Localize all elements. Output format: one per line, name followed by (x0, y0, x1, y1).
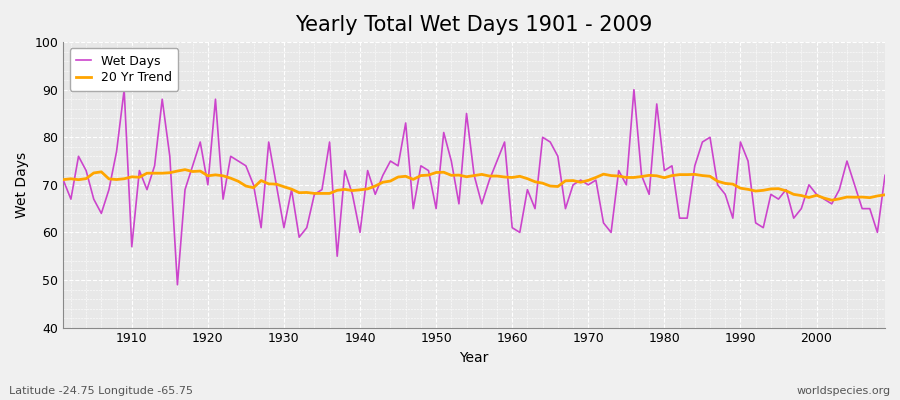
20 Yr Trend (119, 176, 130, 181)
Wet Days (119, 87, 130, 92)
20 Yr Trend (879, 192, 890, 197)
Wet Days (172, 282, 183, 287)
20 Yr Trend (507, 175, 517, 180)
Text: Latitude -24.75 Longitude -65.75: Latitude -24.75 Longitude -65.75 (9, 386, 193, 396)
20 Yr Trend (180, 167, 191, 172)
Text: worldspecies.org: worldspecies.org (796, 386, 891, 396)
Y-axis label: Wet Days: Wet Days (15, 152, 29, 218)
Wet Days (126, 244, 137, 249)
X-axis label: Year: Year (460, 351, 489, 365)
20 Yr Trend (826, 198, 837, 202)
Legend: Wet Days, 20 Yr Trend: Wet Days, 20 Yr Trend (69, 48, 178, 91)
Title: Yearly Total Wet Days 1901 - 2009: Yearly Total Wet Days 1901 - 2009 (295, 15, 652, 35)
20 Yr Trend (58, 177, 68, 182)
20 Yr Trend (515, 174, 526, 179)
Wet Days (515, 230, 526, 235)
Wet Days (347, 192, 358, 197)
20 Yr Trend (293, 190, 304, 195)
Wet Days (302, 225, 312, 230)
Line: Wet Days: Wet Days (63, 90, 885, 285)
Wet Days (879, 173, 890, 178)
Wet Days (522, 187, 533, 192)
Line: 20 Yr Trend: 20 Yr Trend (63, 170, 885, 200)
Wet Days (613, 168, 624, 173)
Wet Days (58, 178, 68, 182)
20 Yr Trend (339, 187, 350, 192)
20 Yr Trend (606, 173, 616, 178)
